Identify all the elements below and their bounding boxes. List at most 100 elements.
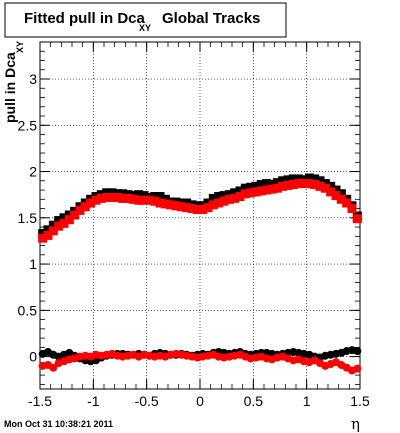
data-point-square — [192, 204, 202, 214]
y-tick-label: 0 — [29, 349, 37, 365]
data-point-circle — [49, 363, 58, 372]
data-point-square — [118, 189, 128, 199]
data-point-square — [59, 213, 69, 223]
x-tick-label: -0.5 — [135, 393, 159, 409]
data-point-square — [43, 225, 53, 235]
data-point-square — [278, 176, 288, 186]
data-point-square — [198, 204, 208, 214]
data-point-square — [128, 194, 138, 204]
y-tick-label: 2.5 — [18, 117, 38, 133]
data-point-square — [54, 216, 64, 226]
data-point-square — [262, 185, 272, 195]
data-point-square — [352, 214, 362, 224]
data-point-square — [267, 180, 277, 190]
data-point-square — [240, 183, 250, 193]
data-point-square — [150, 192, 160, 202]
data-point-square — [310, 180, 320, 190]
data-point-square — [166, 200, 176, 210]
data-point-square — [70, 210, 80, 220]
data-point-square — [107, 188, 117, 198]
y-tick-label: 1.5 — [18, 210, 38, 226]
data-point-square — [64, 210, 74, 220]
data-point-circle — [353, 364, 362, 373]
data-point-square — [299, 179, 309, 189]
data-point-square — [219, 196, 229, 206]
x-tick-label: -1 — [87, 393, 100, 409]
data-point-square — [80, 202, 90, 212]
data-point-square — [251, 187, 261, 197]
x-axis-label: η — [351, 415, 360, 433]
data-point-square — [294, 179, 304, 189]
data-point-square — [171, 201, 181, 211]
y-axis-label-subscript: XY — [15, 41, 25, 53]
data-point-square — [288, 174, 298, 184]
y-tick-label: 3 — [29, 71, 37, 87]
data-point-square — [155, 192, 165, 202]
data-point-square — [224, 190, 234, 200]
data-point-square — [160, 194, 170, 204]
data-point-square — [91, 195, 101, 205]
data-point-square — [38, 229, 48, 239]
data-point-square — [283, 180, 293, 190]
data-point-square — [320, 183, 330, 193]
data-point-square — [331, 191, 341, 201]
data-point-square — [75, 205, 85, 215]
data-point-square — [262, 179, 272, 189]
chart-title-suffix: Global Tracks — [162, 10, 260, 27]
data-point-square — [150, 196, 160, 206]
data-point-square — [182, 203, 192, 213]
data-point-square — [48, 226, 58, 236]
data-point-square — [219, 191, 229, 201]
data-point-square — [134, 195, 144, 205]
y-tick-label: 2 — [29, 164, 37, 180]
data-point-square — [251, 181, 261, 191]
data-point-square — [208, 200, 218, 210]
data-point-square — [336, 194, 346, 204]
data-point-square — [326, 187, 336, 197]
data-point-square — [176, 202, 186, 212]
data-point-square — [256, 186, 266, 196]
data-point-square — [283, 175, 293, 185]
data-point-square — [134, 190, 144, 200]
data-point-square — [203, 198, 213, 208]
chart-title: Fitted pull in Dca — [24, 10, 145, 27]
data-point-square — [214, 198, 224, 208]
y-axis-label: pull in Dca — [2, 52, 18, 123]
data-point-square — [320, 179, 330, 189]
data-point-square — [315, 176, 325, 186]
data-point-square — [102, 188, 112, 198]
data-point-square — [240, 189, 250, 199]
data-point-square — [64, 215, 74, 225]
data-point-square — [246, 182, 256, 192]
data-point-square — [118, 193, 128, 203]
data-point-square — [155, 198, 165, 208]
data-point-square — [208, 193, 218, 203]
data-point-square — [304, 179, 314, 189]
data-point-square — [304, 173, 314, 183]
data-point-square — [187, 204, 197, 214]
data-point-square — [102, 192, 112, 202]
data-point-square — [272, 178, 282, 188]
grid-lines — [40, 42, 360, 389]
data-point-square — [112, 192, 122, 202]
data-point-square — [230, 188, 240, 198]
x-tick-label: 0.5 — [244, 393, 264, 409]
data-point-square — [160, 199, 170, 209]
data-point-square — [139, 195, 149, 205]
data-point-square — [235, 192, 245, 202]
data-point-square — [256, 180, 266, 190]
axis-ticks — [39, 42, 361, 389]
data-point-square — [54, 221, 64, 231]
data-point-square — [342, 198, 352, 208]
data-point-square — [107, 192, 117, 202]
x-tick-label: 1 — [303, 393, 311, 409]
x-tick-labels: -1.5 -1 -0.5 0 0.5 1 1.5 — [28, 393, 370, 409]
y-tick-label: 1 — [29, 256, 37, 272]
data-point-square — [267, 184, 277, 194]
data-point-square — [38, 233, 48, 243]
data-point-square — [326, 181, 336, 191]
data-point-square — [182, 198, 192, 208]
data-point-square — [294, 174, 304, 184]
data-point-square — [59, 218, 69, 228]
